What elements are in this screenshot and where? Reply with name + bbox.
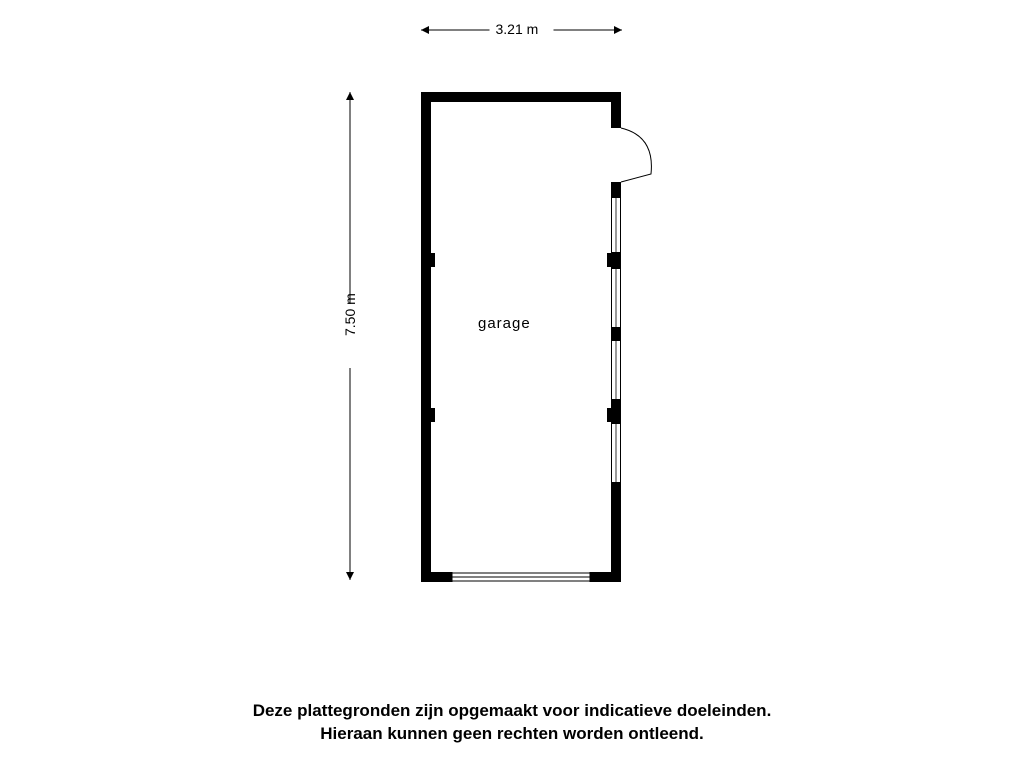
floorplan-svg (0, 0, 1024, 768)
disclaimer-line1: Deze plattegronden zijn opgemaakt voor i… (253, 701, 772, 720)
dimension-width-label: 3.21 m (496, 21, 539, 37)
dimension-height-label: 7.50 m (342, 293, 358, 336)
floorplan-canvas: 3.21 m 7.50 m garage (0, 0, 1024, 768)
room-label: garage (478, 315, 531, 332)
disclaimer-line2: Hieraan kunnen geen rechten worden ontle… (320, 724, 704, 743)
disclaimer-text: Deze plattegronden zijn opgemaakt voor i… (0, 700, 1024, 746)
